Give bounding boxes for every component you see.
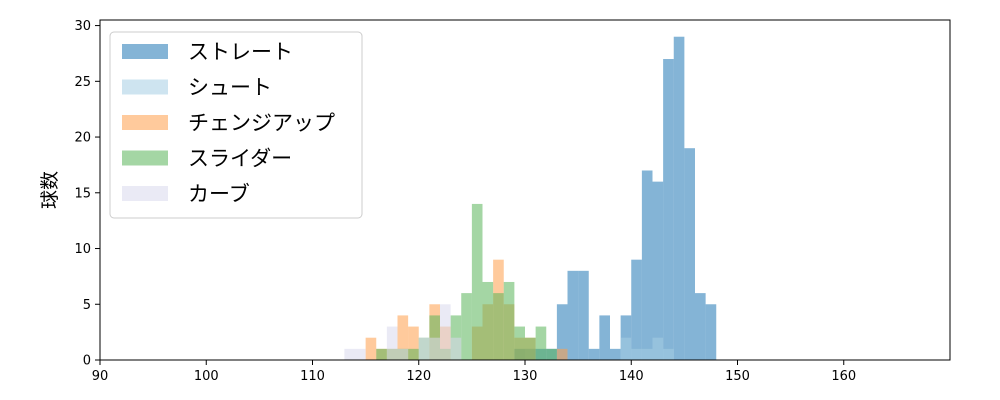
bar [514, 326, 525, 360]
x-tick-label: 160 [831, 369, 856, 384]
legend-label: カーブ [188, 182, 250, 206]
bar [461, 293, 472, 360]
y-tick-label: 20 [74, 131, 91, 146]
legend-swatch [122, 186, 168, 201]
y-tick-label: 30 [74, 19, 91, 34]
bar [705, 304, 717, 360]
x-tick-label: 90 [92, 369, 109, 384]
y-axis-label: 球数 [39, 171, 61, 209]
legend-label: スライダー [188, 147, 292, 171]
series-0 [514, 36, 717, 361]
bar [355, 348, 366, 360]
bar [663, 348, 674, 360]
bar [631, 348, 642, 360]
bar [365, 337, 377, 360]
legend-swatch [122, 44, 168, 59]
bar [408, 326, 419, 360]
y-tick-label: 10 [74, 242, 91, 257]
bar [652, 181, 664, 360]
bars-layer [344, 36, 717, 361]
y-tick-label: 5 [83, 298, 91, 313]
bar [673, 36, 685, 360]
bar [397, 348, 409, 360]
bar [429, 337, 440, 360]
bar [471, 203, 483, 360]
bar [684, 148, 695, 360]
bar [588, 348, 600, 360]
bar [567, 270, 579, 360]
x-tick-label: 130 [513, 369, 538, 384]
bar [408, 348, 419, 360]
bar [631, 259, 642, 360]
bar [620, 337, 632, 360]
bar [578, 270, 589, 360]
y-tick-label: 25 [74, 75, 91, 90]
x-tick-label: 120 [406, 369, 431, 384]
bar [482, 281, 494, 360]
legend-box [109, 31, 363, 219]
bar [535, 326, 547, 360]
bar [525, 337, 536, 360]
bar [440, 304, 451, 360]
legend-swatch [122, 115, 168, 130]
bar [546, 348, 557, 360]
bar [641, 170, 653, 360]
bar [695, 293, 706, 360]
legend-swatch [122, 150, 168, 166]
legend-swatch [122, 79, 168, 95]
bar [610, 348, 621, 360]
bar [599, 315, 610, 360]
bar [556, 348, 568, 360]
bar [397, 315, 409, 360]
legend-label: シュート [188, 76, 272, 100]
bar [641, 348, 653, 360]
x-tick-label: 110 [300, 369, 325, 384]
x-tick-label: 140 [619, 369, 644, 384]
bar [418, 337, 430, 360]
bar [556, 304, 568, 360]
bar [376, 348, 387, 360]
series-4 [344, 304, 462, 360]
bar [450, 337, 462, 360]
x-tick-label: 150 [725, 369, 750, 384]
bar [344, 348, 355, 360]
legend-label: ストレート [188, 40, 293, 64]
legend-label: チェンジアップ [188, 111, 335, 135]
y-tick-label: 15 [74, 186, 91, 201]
y-tick-label: 0 [83, 354, 91, 369]
bar [503, 281, 515, 360]
x-tick-label: 100 [194, 369, 219, 384]
bar [386, 326, 398, 360]
axes-layer: 90 100 110 120 130 140 150 160 0 5 10 15 20 25 30 [74, 19, 951, 384]
bar [652, 337, 664, 360]
bar [663, 59, 674, 361]
bar [493, 293, 504, 360]
